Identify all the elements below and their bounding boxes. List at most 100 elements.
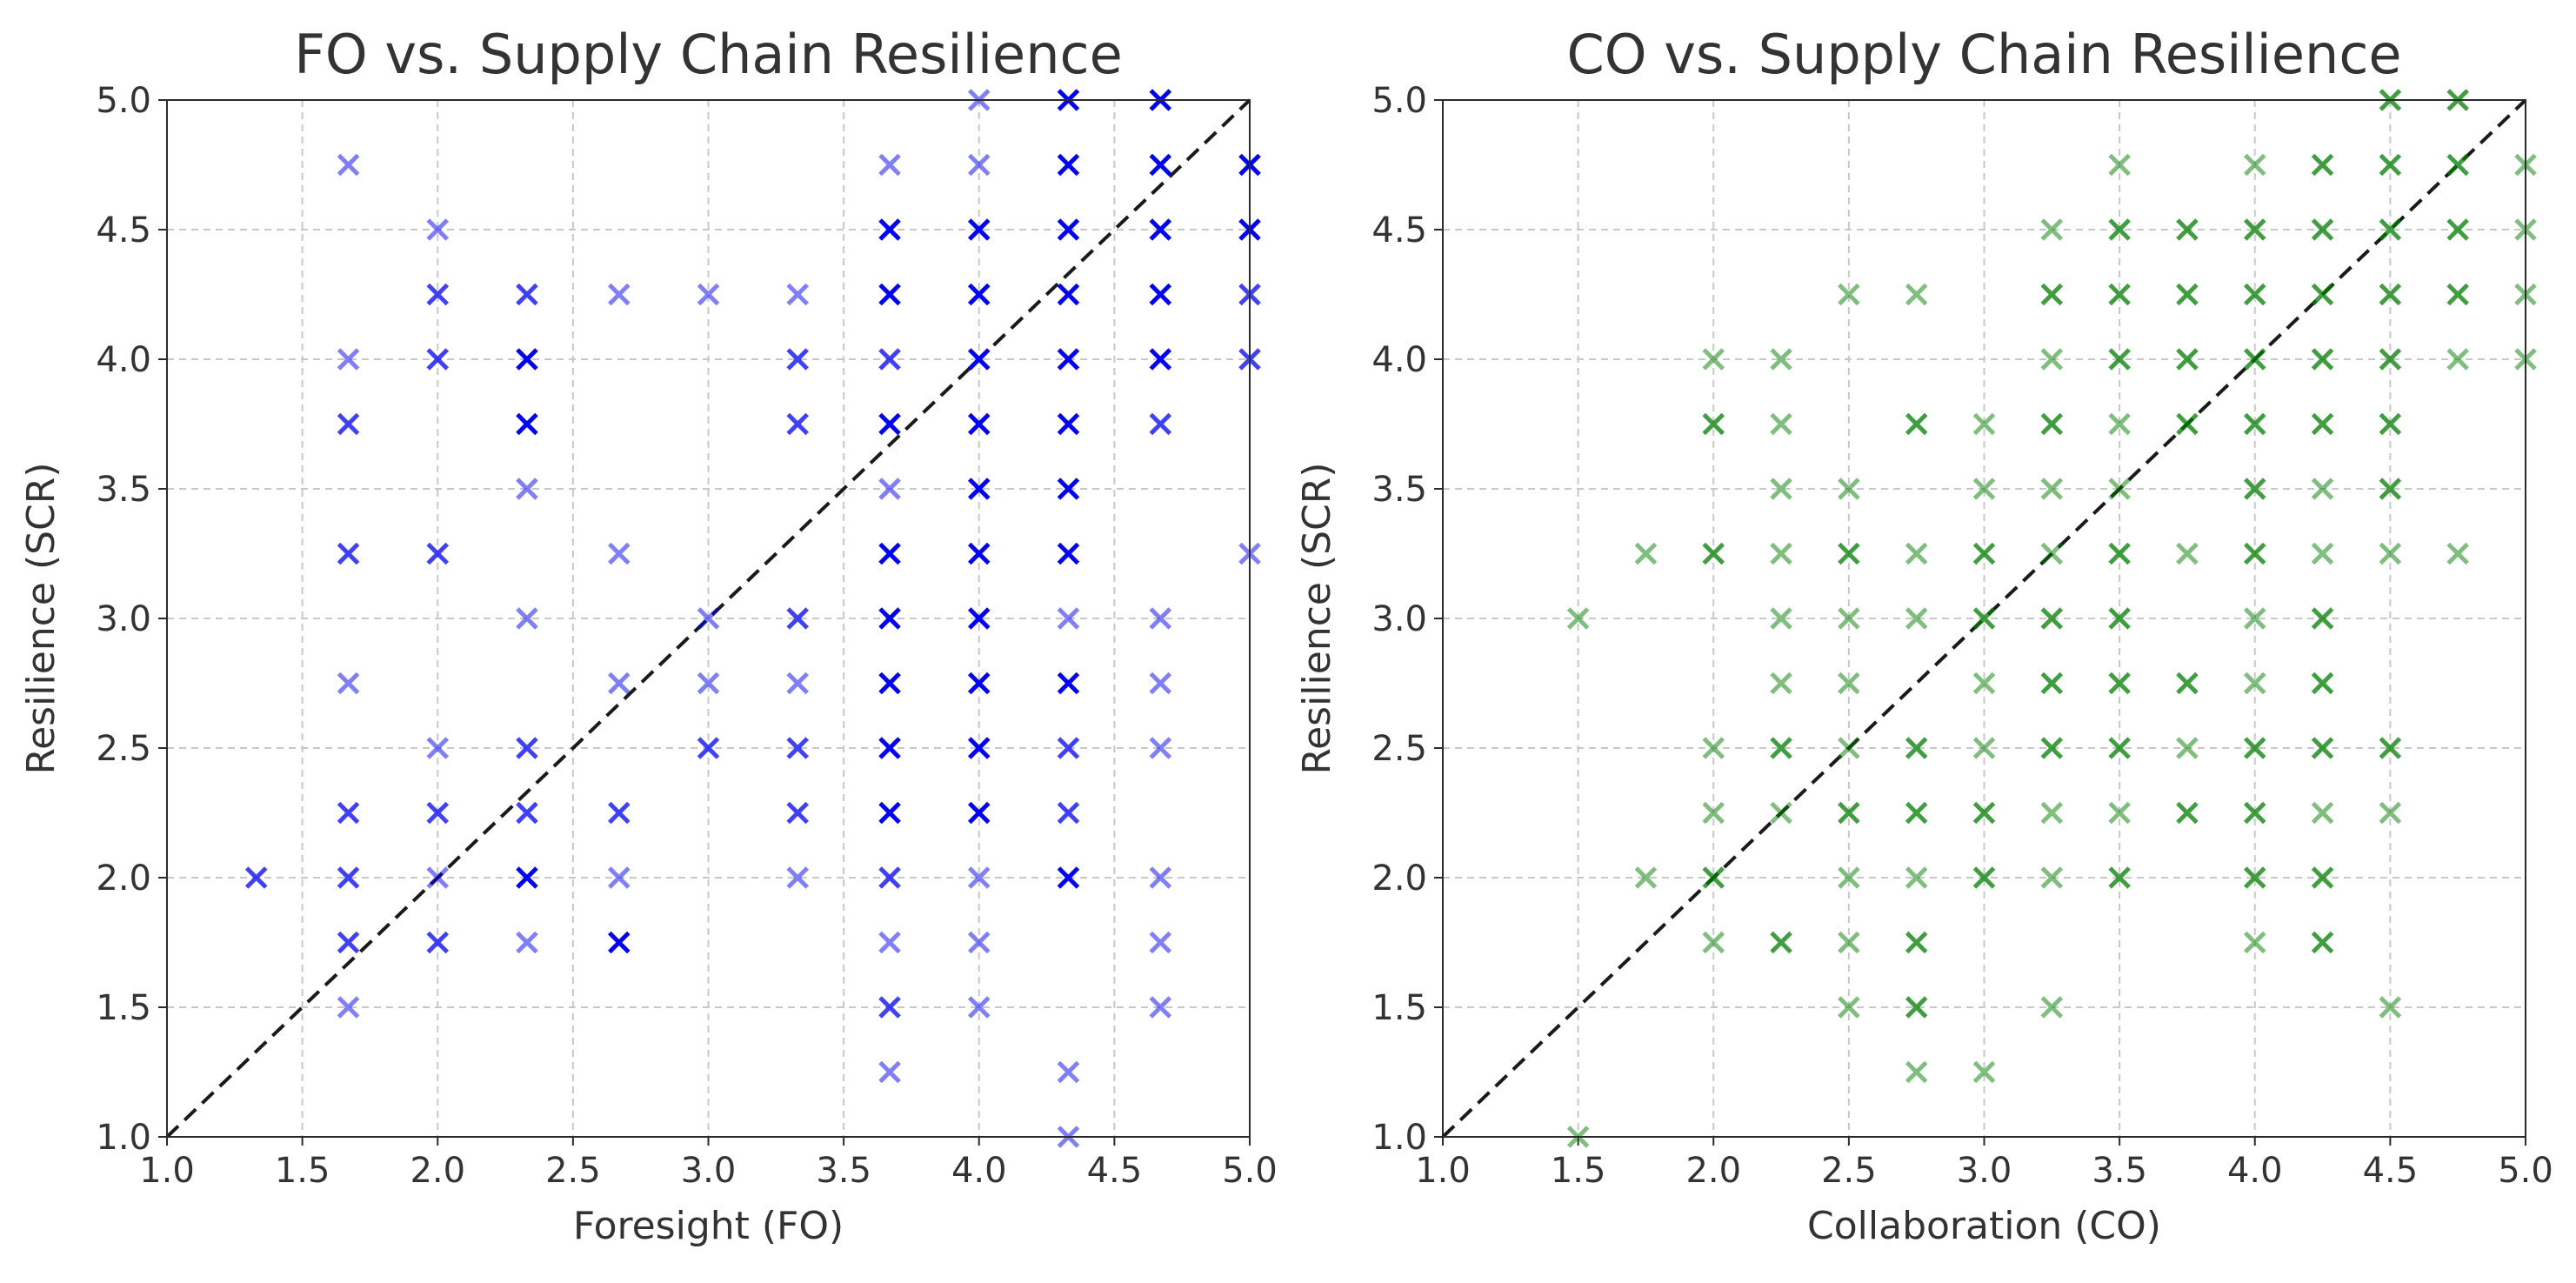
fo-data-point (786, 672, 809, 695)
co-data-point (2040, 996, 2064, 1019)
co-data-point (1838, 737, 1860, 759)
co-data-point (2379, 542, 2402, 565)
co-data-point (1972, 672, 1996, 695)
co-data-point (2379, 218, 2402, 241)
co-data-point (2108, 607, 2131, 630)
co-x-tick-label: 4.0 (2227, 1151, 2283, 1191)
co-data-point (1905, 801, 1928, 825)
co-y-tick-label: 2.5 (1371, 729, 1427, 769)
co-data-point (1838, 478, 1860, 500)
fo-data-point (786, 348, 809, 371)
fo-data-point (967, 996, 991, 1019)
fo-data-point (337, 153, 360, 177)
co-data-point (2311, 672, 2334, 695)
fo-y-tick-label: 2.0 (96, 859, 151, 899)
fo-data-point (337, 672, 360, 695)
co-x-tick-label: 3.0 (1957, 1151, 2012, 1191)
fo-data-point (608, 542, 631, 565)
co-data-point (2040, 283, 2064, 306)
fo-data-point (1057, 801, 1080, 825)
fo-data-point (878, 542, 901, 565)
co-data-point (2176, 348, 2199, 371)
co-data-point (1905, 1060, 1928, 1084)
co-data-point (2379, 478, 2402, 500)
co-data-point (2108, 801, 2131, 825)
co-y-tick-label: 1.0 (1371, 1118, 1427, 1158)
fo-data-point (1057, 218, 1080, 241)
fo-data-point (878, 996, 901, 1019)
co-data-point (2311, 866, 2334, 889)
co-data-point (1972, 801, 1996, 825)
co-data-point (2446, 542, 2469, 565)
fo-data-point (337, 412, 360, 436)
fo-data-point (967, 478, 991, 500)
co-data-point (2243, 348, 2266, 371)
co-data-point (1770, 542, 1792, 565)
fo-data-point (1149, 412, 1172, 436)
co-data-point (1770, 607, 1792, 630)
co-data-point (2108, 218, 2131, 241)
co-data-point (1702, 412, 1725, 436)
fo-data-point (1057, 348, 1080, 371)
fo-reference-line (165, 98, 1251, 1139)
co-data-point (2176, 218, 2199, 241)
fo-data-point (608, 931, 631, 954)
fo-data-point (337, 931, 360, 954)
co-data-point (1972, 737, 1996, 759)
co-x-tick-label: 2.0 (1685, 1151, 1741, 1191)
co-data-point (2311, 607, 2334, 630)
co-data-point (1634, 866, 1658, 889)
fo-data-point (516, 348, 538, 371)
co-data-point (1702, 866, 1725, 889)
co-data-point (2243, 866, 2266, 889)
fo-data-point (967, 737, 991, 759)
fo-data-point (1149, 866, 1172, 889)
fo-data-point (878, 801, 901, 825)
fo-data-point (1149, 607, 1172, 630)
co-data-point (2040, 672, 2064, 695)
fo-y-tick-label: 5.0 (96, 81, 151, 121)
fo-data-point (878, 348, 901, 371)
co-data-point (2243, 672, 2266, 695)
co-data-point (2446, 283, 2469, 306)
co-data-point (2446, 218, 2469, 241)
fo-data-point (967, 412, 991, 436)
co-data-point (1770, 348, 1792, 371)
co-y-tick-label: 5.0 (1371, 81, 1427, 121)
co-data-point (2176, 412, 2199, 436)
fo-data-point (426, 283, 450, 306)
co-data-point (2311, 931, 2334, 954)
fo-scatter-panel: FO vs. Supply Chain Resilience 1.0 1.5 2.0 2… (19, 23, 1278, 1248)
fo-data-point (426, 542, 450, 565)
fo-data-point (878, 283, 901, 306)
co-data-point (1905, 542, 1928, 565)
co-data-point (2311, 801, 2334, 825)
co-reference-line (1441, 98, 2527, 1139)
fo-y-tick-label: 3.5 (96, 470, 151, 510)
fo-data-point (1149, 737, 1172, 759)
fo-data-point (608, 866, 631, 889)
fo-data-point (1149, 931, 1172, 954)
co-data-point (2176, 283, 2199, 306)
co-data-point (1566, 607, 1590, 630)
fo-y-tick-label: 2.5 (96, 729, 151, 769)
fo-data-point (878, 607, 901, 630)
fo-data-point (878, 478, 901, 500)
fo-data-point (786, 737, 809, 759)
co-data-point (2108, 283, 2131, 306)
co-data-point (2108, 153, 2131, 177)
co-data-point (1905, 283, 1928, 306)
fo-data-point (878, 1060, 901, 1084)
fo-data-point (337, 348, 360, 371)
co-data-point (1702, 737, 1725, 759)
fo-data-point (967, 348, 991, 371)
co-y-tick-label: 4.5 (1371, 210, 1427, 251)
fo-x-tick-label: 3.0 (681, 1151, 737, 1191)
fo-data-point (1057, 1060, 1080, 1084)
fo-data-point (878, 672, 901, 695)
fo-data-point (967, 931, 991, 954)
co-data-point (2379, 153, 2402, 177)
co-data-point (2379, 348, 2402, 371)
co-data-point (2040, 218, 2064, 241)
